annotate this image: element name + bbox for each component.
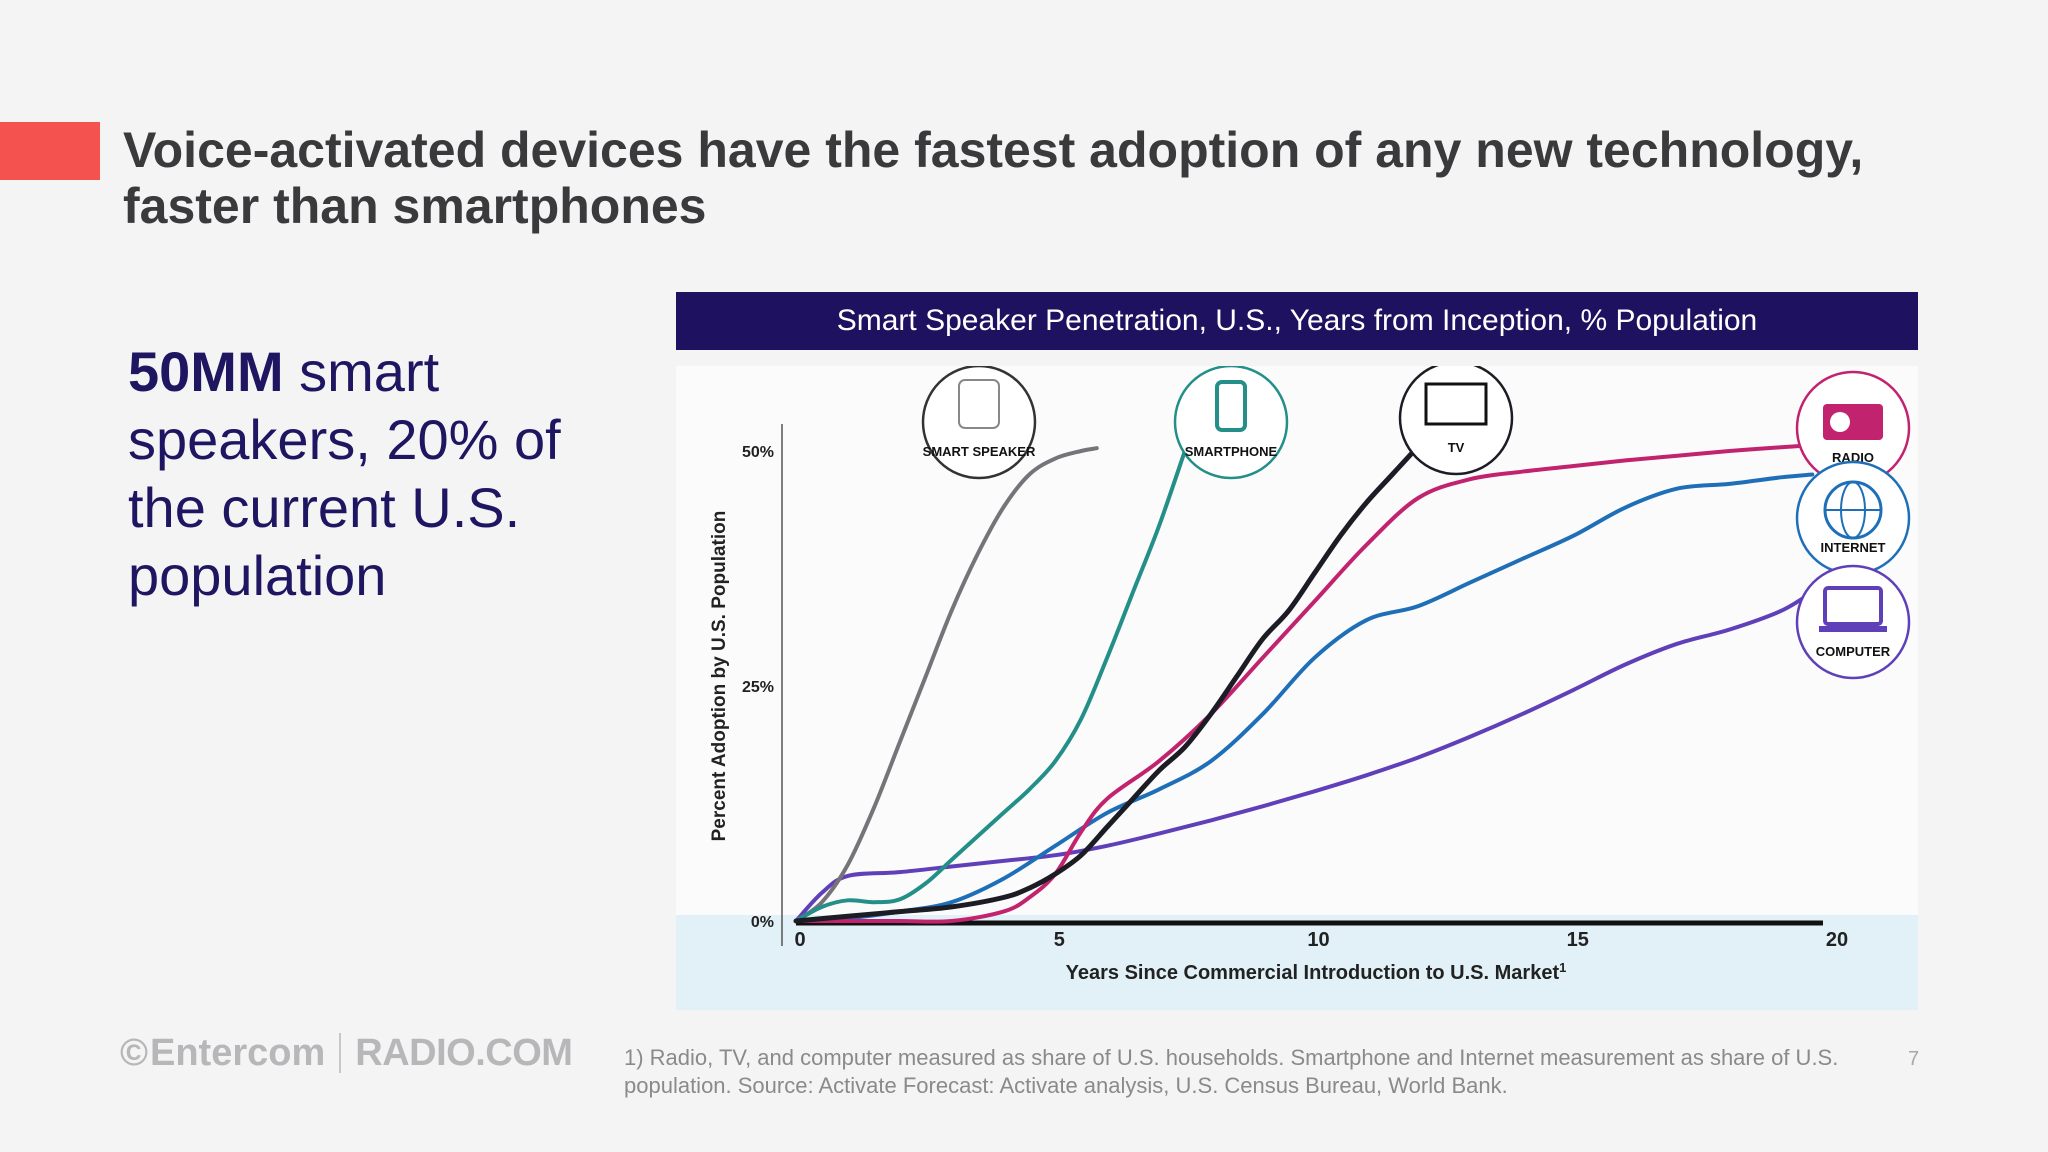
adoption-chart: Smart Speaker Penetration, U.S., Years f… bbox=[676, 292, 1918, 1010]
footnote: 1) Radio, TV, and computer measured as s… bbox=[624, 1045, 1839, 1098]
series-line-radio bbox=[794, 443, 1815, 924]
legend-label-smart-speaker: SMART SPEAKER bbox=[923, 444, 1036, 459]
accent-bar bbox=[0, 122, 100, 180]
x-tick-label: 5 bbox=[1054, 929, 1065, 951]
speaker-glyph bbox=[958, 379, 1000, 429]
x-axis-band bbox=[676, 915, 1918, 1010]
legend-label-computer: COMPUTER bbox=[1816, 644, 1891, 659]
icon-badge-circle-smart-speaker bbox=[921, 366, 1037, 480]
series-line-tv bbox=[793, 443, 1421, 924]
phone-glyph bbox=[1215, 380, 1247, 432]
series-line-computer bbox=[794, 590, 1815, 923]
logo-divider bbox=[339, 1033, 342, 1073]
tv-glyph bbox=[1424, 382, 1488, 426]
stat-bold-number: 50MM bbox=[128, 340, 284, 403]
monitor-glyph bbox=[1823, 586, 1883, 626]
chart-svg: 0% 25% 50% 0 5 10 15 20 Years Since Commercial I… bbox=[676, 366, 1918, 1010]
radio-com-wordmark: RADIO.COM bbox=[355, 1031, 573, 1074]
y-tick-label: 50% bbox=[742, 444, 774, 461]
tv-icon: TV bbox=[1398, 366, 1514, 476]
page-number: 7 bbox=[1908, 1048, 1920, 1070]
slide-title: Voice-activated devices have the fastest… bbox=[123, 122, 1923, 234]
monitor-base-glyph bbox=[1819, 626, 1887, 632]
slide-title-line-1: Voice-activated devices have the fastest… bbox=[123, 122, 1864, 178]
radio-speaker-glyph bbox=[1830, 412, 1850, 432]
entercom-wordmark: Entercom bbox=[150, 1031, 326, 1074]
entercom-logo-icon: © bbox=[120, 1031, 148, 1074]
icon-badge-circle-smartphone bbox=[1173, 366, 1289, 480]
x-axis-label-superscript: 1 bbox=[1559, 960, 1566, 975]
icon-badge-circle-internet bbox=[1795, 460, 1911, 576]
y-tick-label: 25% bbox=[742, 679, 774, 696]
x-tick-label: 15 bbox=[1567, 929, 1589, 951]
chart-plot-area: 0% 25% 50% 0 5 10 15 20 Years Since Commercial I… bbox=[676, 366, 1918, 1010]
legend-label-smartphone: SMARTPHONE bbox=[1185, 444, 1278, 459]
series-line-smartphone bbox=[794, 449, 1187, 923]
icon-badge-circle-tv bbox=[1398, 366, 1514, 476]
slide-title-line-2: faster than smartphones bbox=[123, 178, 707, 234]
internet-globe-icon: INTERNET bbox=[1795, 460, 1911, 576]
entercom-radio-logo: © Entercom RADIO.COM bbox=[120, 1030, 573, 1076]
smart-speaker-icon: SMART SPEAKER bbox=[921, 366, 1037, 480]
y-axis-label: Percent Adoption by U.S. Population bbox=[709, 511, 730, 842]
series-line-smart-speaker bbox=[794, 446, 1099, 923]
legend-label-tv: TV bbox=[1448, 440, 1465, 455]
x-tick-label: 0 bbox=[794, 929, 805, 951]
legend-label-internet: INTERNET bbox=[1821, 540, 1886, 555]
legend-label-radio: RADIO bbox=[1832, 450, 1874, 465]
stat-callout: 50MM smart speakers, 20% of the current … bbox=[128, 338, 568, 610]
x-tick-label: 10 bbox=[1307, 929, 1329, 951]
y-tick-label: 0% bbox=[751, 914, 774, 931]
computer-monitor-icon: COMPUTER bbox=[1795, 564, 1911, 680]
series-line-internet bbox=[794, 472, 1815, 923]
radio-icon: RADIO bbox=[1795, 370, 1911, 486]
x-axis-label: Years Since Commercial Introduction to U… bbox=[1066, 960, 1567, 985]
smartphone-icon: SMARTPHONE bbox=[1173, 366, 1289, 480]
chart-title: Smart Speaker Penetration, U.S., Years f… bbox=[676, 292, 1918, 350]
stat-description: smart speakers, 20% of the current U.S. … bbox=[128, 340, 561, 607]
x-tick-label: 20 bbox=[1826, 929, 1848, 951]
